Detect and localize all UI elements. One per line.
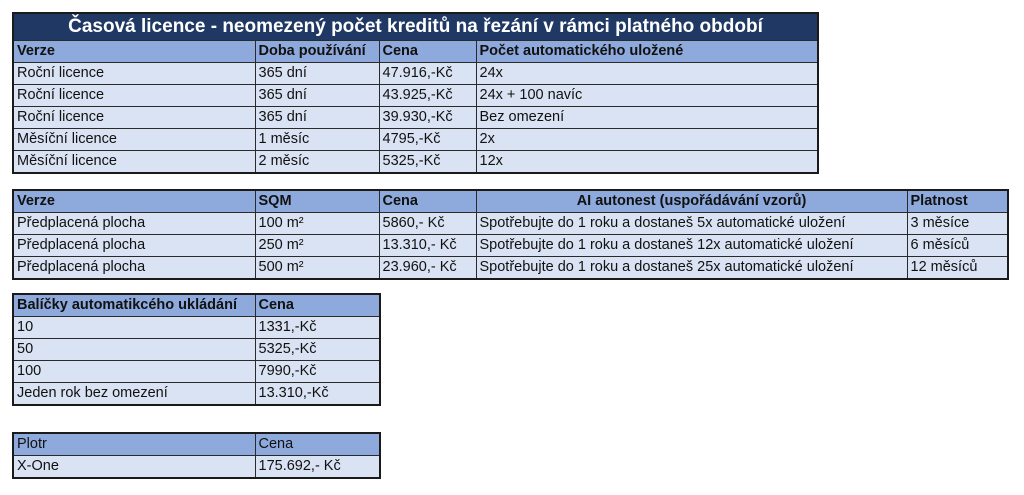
table-cell: 3 měsíce — [906, 212, 1009, 235]
table-cell: 13.310,- Kč — [378, 234, 477, 257]
table-cell: Měsíční licence — [12, 128, 256, 151]
table-cell: 4795,-Kč — [378, 128, 477, 151]
table-cell: 100 m² — [254, 212, 380, 235]
table-cell: Roční licence — [12, 84, 256, 107]
table-cell: 7990,-Kč — [254, 360, 381, 383]
table-header-row: Plotr Cena — [12, 432, 381, 456]
table-cell: Bez omezení — [475, 106, 819, 129]
table-cell: 24x — [475, 62, 819, 85]
licence-table: Časová licence - neomezený počet kreditů… — [12, 12, 819, 174]
plotter-table: Plotr Cena X-One 175.692,- Kč — [12, 432, 381, 479]
column-header: Doba používání — [254, 40, 380, 63]
table-row: Měsíční licence 2 měsíc 5325,-Kč 12x — [12, 150, 819, 174]
table-cell: 6 měsíců — [906, 234, 1009, 257]
table-cell: Předplacená plocha — [12, 256, 256, 280]
licence-table-title: Časová licence - neomezený počet kreditů… — [12, 12, 819, 41]
column-header: Cena — [254, 432, 381, 456]
table-cell: 175.692,- Kč — [254, 455, 381, 479]
table-cell: 1 měsíc — [254, 128, 380, 151]
autosave-packages-table: Balíčky automatikcého ukládání Cena 10 13… — [12, 293, 381, 406]
table-row: 10 1331,-Kč — [12, 316, 381, 339]
table-cell: 13.310,-Kč — [254, 382, 381, 406]
table-cell: 10 — [12, 316, 256, 339]
table-cell: 2x — [475, 128, 819, 151]
table-row: 100 7990,-Kč — [12, 360, 381, 383]
table-cell: 43.925,-Kč — [378, 84, 477, 107]
table-cell: 50 — [12, 338, 256, 361]
table-cell: 250 m² — [254, 234, 380, 257]
table-cell: Roční licence — [12, 106, 256, 129]
table-cell: 365 dní — [254, 62, 380, 85]
table-cell: 47.916,-Kč — [378, 62, 477, 85]
table-cell: 5325,-Kč — [254, 338, 381, 361]
table-row: Roční licence 365 dní 43.925,-Kč 24x + 100 … — [12, 84, 819, 107]
column-header: Verze — [12, 189, 256, 213]
prepaid-area-table: Verze SQM Cena AI autonest (uspořádávání… — [12, 189, 1009, 280]
table-cell: 23.960,- Kč — [378, 256, 477, 280]
column-header: AI autonest (uspořádávání vzorů) — [475, 189, 908, 213]
table-cell: 12x — [475, 150, 819, 174]
table-cell: Spotřebujte do 1 roku a dostaneš 5x auto… — [475, 212, 908, 235]
table-cell: Měsíční licence — [12, 150, 256, 174]
table-header-row: Balíčky automatikcého ukládání Cena — [12, 293, 381, 317]
table-cell: Předplacená plocha — [12, 212, 256, 235]
column-header: Platnost — [906, 189, 1009, 213]
column-header: Počet automatického uložené — [475, 40, 819, 63]
table-row: Roční licence 365 dní 39.930,-Kč Bez omezen… — [12, 106, 819, 129]
table-row: Měsíční licence 1 měsíc 4795,-Kč 2x — [12, 128, 819, 151]
column-header: Plotr — [12, 432, 256, 456]
table-row: 50 5325,-Kč — [12, 338, 381, 361]
table-cell: Spotřebujte do 1 roku a dostaneš 25x aut… — [475, 256, 908, 280]
column-header: Balíčky automatikcého ukládání — [12, 293, 256, 317]
table-cell: 5860,- Kč — [378, 212, 477, 235]
table-row: Předplacená plocha 500 m² 23.960,- Kč Spotř… — [12, 256, 1009, 280]
table-header-row: Verze SQM Cena AI autonest (uspořádávání… — [12, 189, 1009, 213]
table-cell: 2 měsíc — [254, 150, 380, 174]
table-cell: 39.930,-Kč — [378, 106, 477, 129]
table-row: Předplacená plocha 100 m² 5860,- Kč Spotřeb… — [12, 212, 1009, 235]
table-header-row: Verze Doba používání Cena Počet automati… — [12, 40, 819, 63]
table-cell: X-One — [12, 455, 256, 479]
table-cell: 365 dní — [254, 106, 380, 129]
table-cell: 100 — [12, 360, 256, 383]
table-cell: 5325,-Kč — [378, 150, 477, 174]
column-header: Cena — [378, 189, 477, 213]
table-cell: 1331,-Kč — [254, 316, 381, 339]
table-cell: 12 měsíců — [906, 256, 1009, 280]
column-header: Verze — [12, 40, 256, 63]
table-row: Jeden rok bez omezení 13.310,-Kč — [12, 382, 381, 406]
table-cell: 24x + 100 navíc — [475, 84, 819, 107]
table-cell: Roční licence — [12, 62, 256, 85]
table-cell: Jeden rok bez omezení — [12, 382, 256, 406]
table-cell: Spotřebujte do 1 roku a dostaneš 12x aut… — [475, 234, 908, 257]
table-row: Roční licence 365 dní 47.916,-Kč 24x — [12, 62, 819, 85]
table-cell: 500 m² — [254, 256, 380, 280]
column-header: Cena — [378, 40, 477, 63]
table-row: X-One 175.692,- Kč — [12, 455, 381, 479]
column-header: Cena — [254, 293, 381, 317]
column-header: SQM — [254, 189, 380, 213]
table-row: Předplacená plocha 250 m² 13.310,- Kč Spotř… — [12, 234, 1009, 257]
table-cell: 365 dní — [254, 84, 380, 107]
table-cell: Předplacená plocha — [12, 234, 256, 257]
